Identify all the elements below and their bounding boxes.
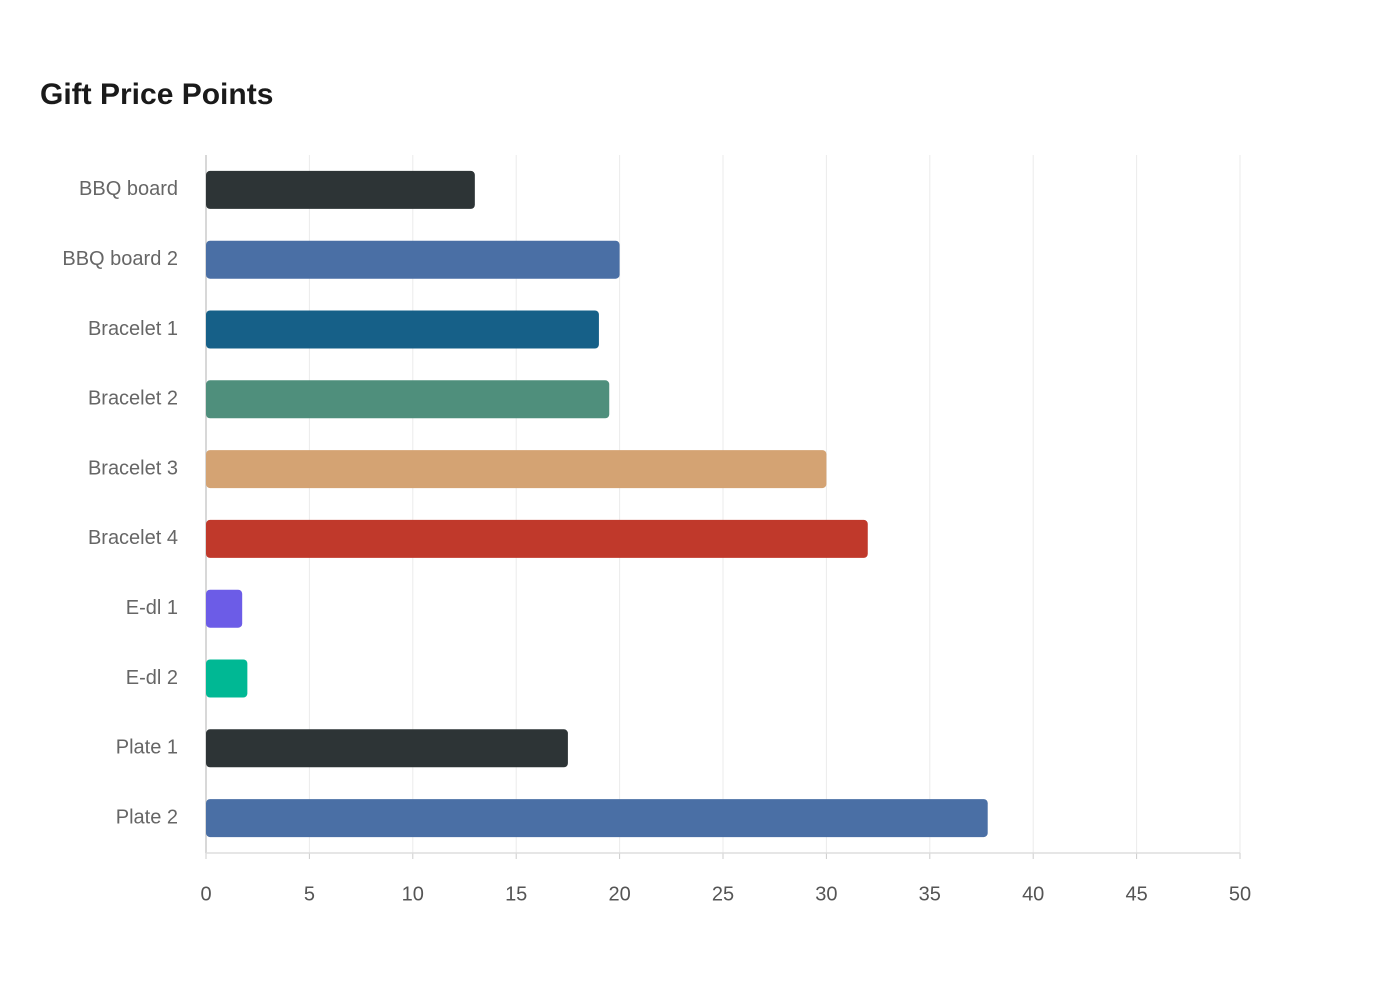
y-tick-label: E-dl 2 (126, 667, 178, 689)
bar (206, 799, 988, 838)
y-tick-label: BBQ board 2 (62, 248, 178, 270)
bar (206, 170, 475, 209)
x-tick-label: 0 (200, 883, 211, 905)
y-tick-label: Bracelet 4 (88, 527, 178, 549)
bar (206, 729, 568, 768)
y-tick-label: BBQ board (79, 178, 178, 200)
bar (206, 240, 620, 279)
x-tick-label: 50 (1229, 883, 1251, 905)
x-tick-label: 10 (402, 883, 424, 905)
bar (206, 589, 243, 628)
bar (206, 519, 868, 558)
y-tick-label: Bracelet 3 (88, 457, 178, 479)
x-tick-label: 45 (1125, 883, 1147, 905)
bar (206, 659, 248, 698)
x-tick-label: 35 (919, 883, 941, 905)
bar (206, 310, 599, 349)
bar (206, 380, 610, 419)
y-tick-label: Bracelet 2 (88, 388, 178, 410)
chart-title: Gift Price Points (40, 78, 273, 111)
bar (206, 450, 827, 489)
y-tick-label: Plate 1 (116, 737, 178, 759)
x-tick-label: 40 (1022, 883, 1044, 905)
x-tick-label: 15 (505, 883, 527, 905)
y-tick-label: Plate 2 (116, 806, 178, 828)
y-tick-label: Bracelet 1 (88, 318, 178, 340)
x-tick-label: 5 (304, 883, 315, 905)
x-tick-label: 30 (815, 883, 837, 905)
x-tick-label: 20 (608, 883, 630, 905)
y-tick-label: E-dl 1 (126, 597, 178, 619)
x-tick-label: 25 (712, 883, 734, 905)
